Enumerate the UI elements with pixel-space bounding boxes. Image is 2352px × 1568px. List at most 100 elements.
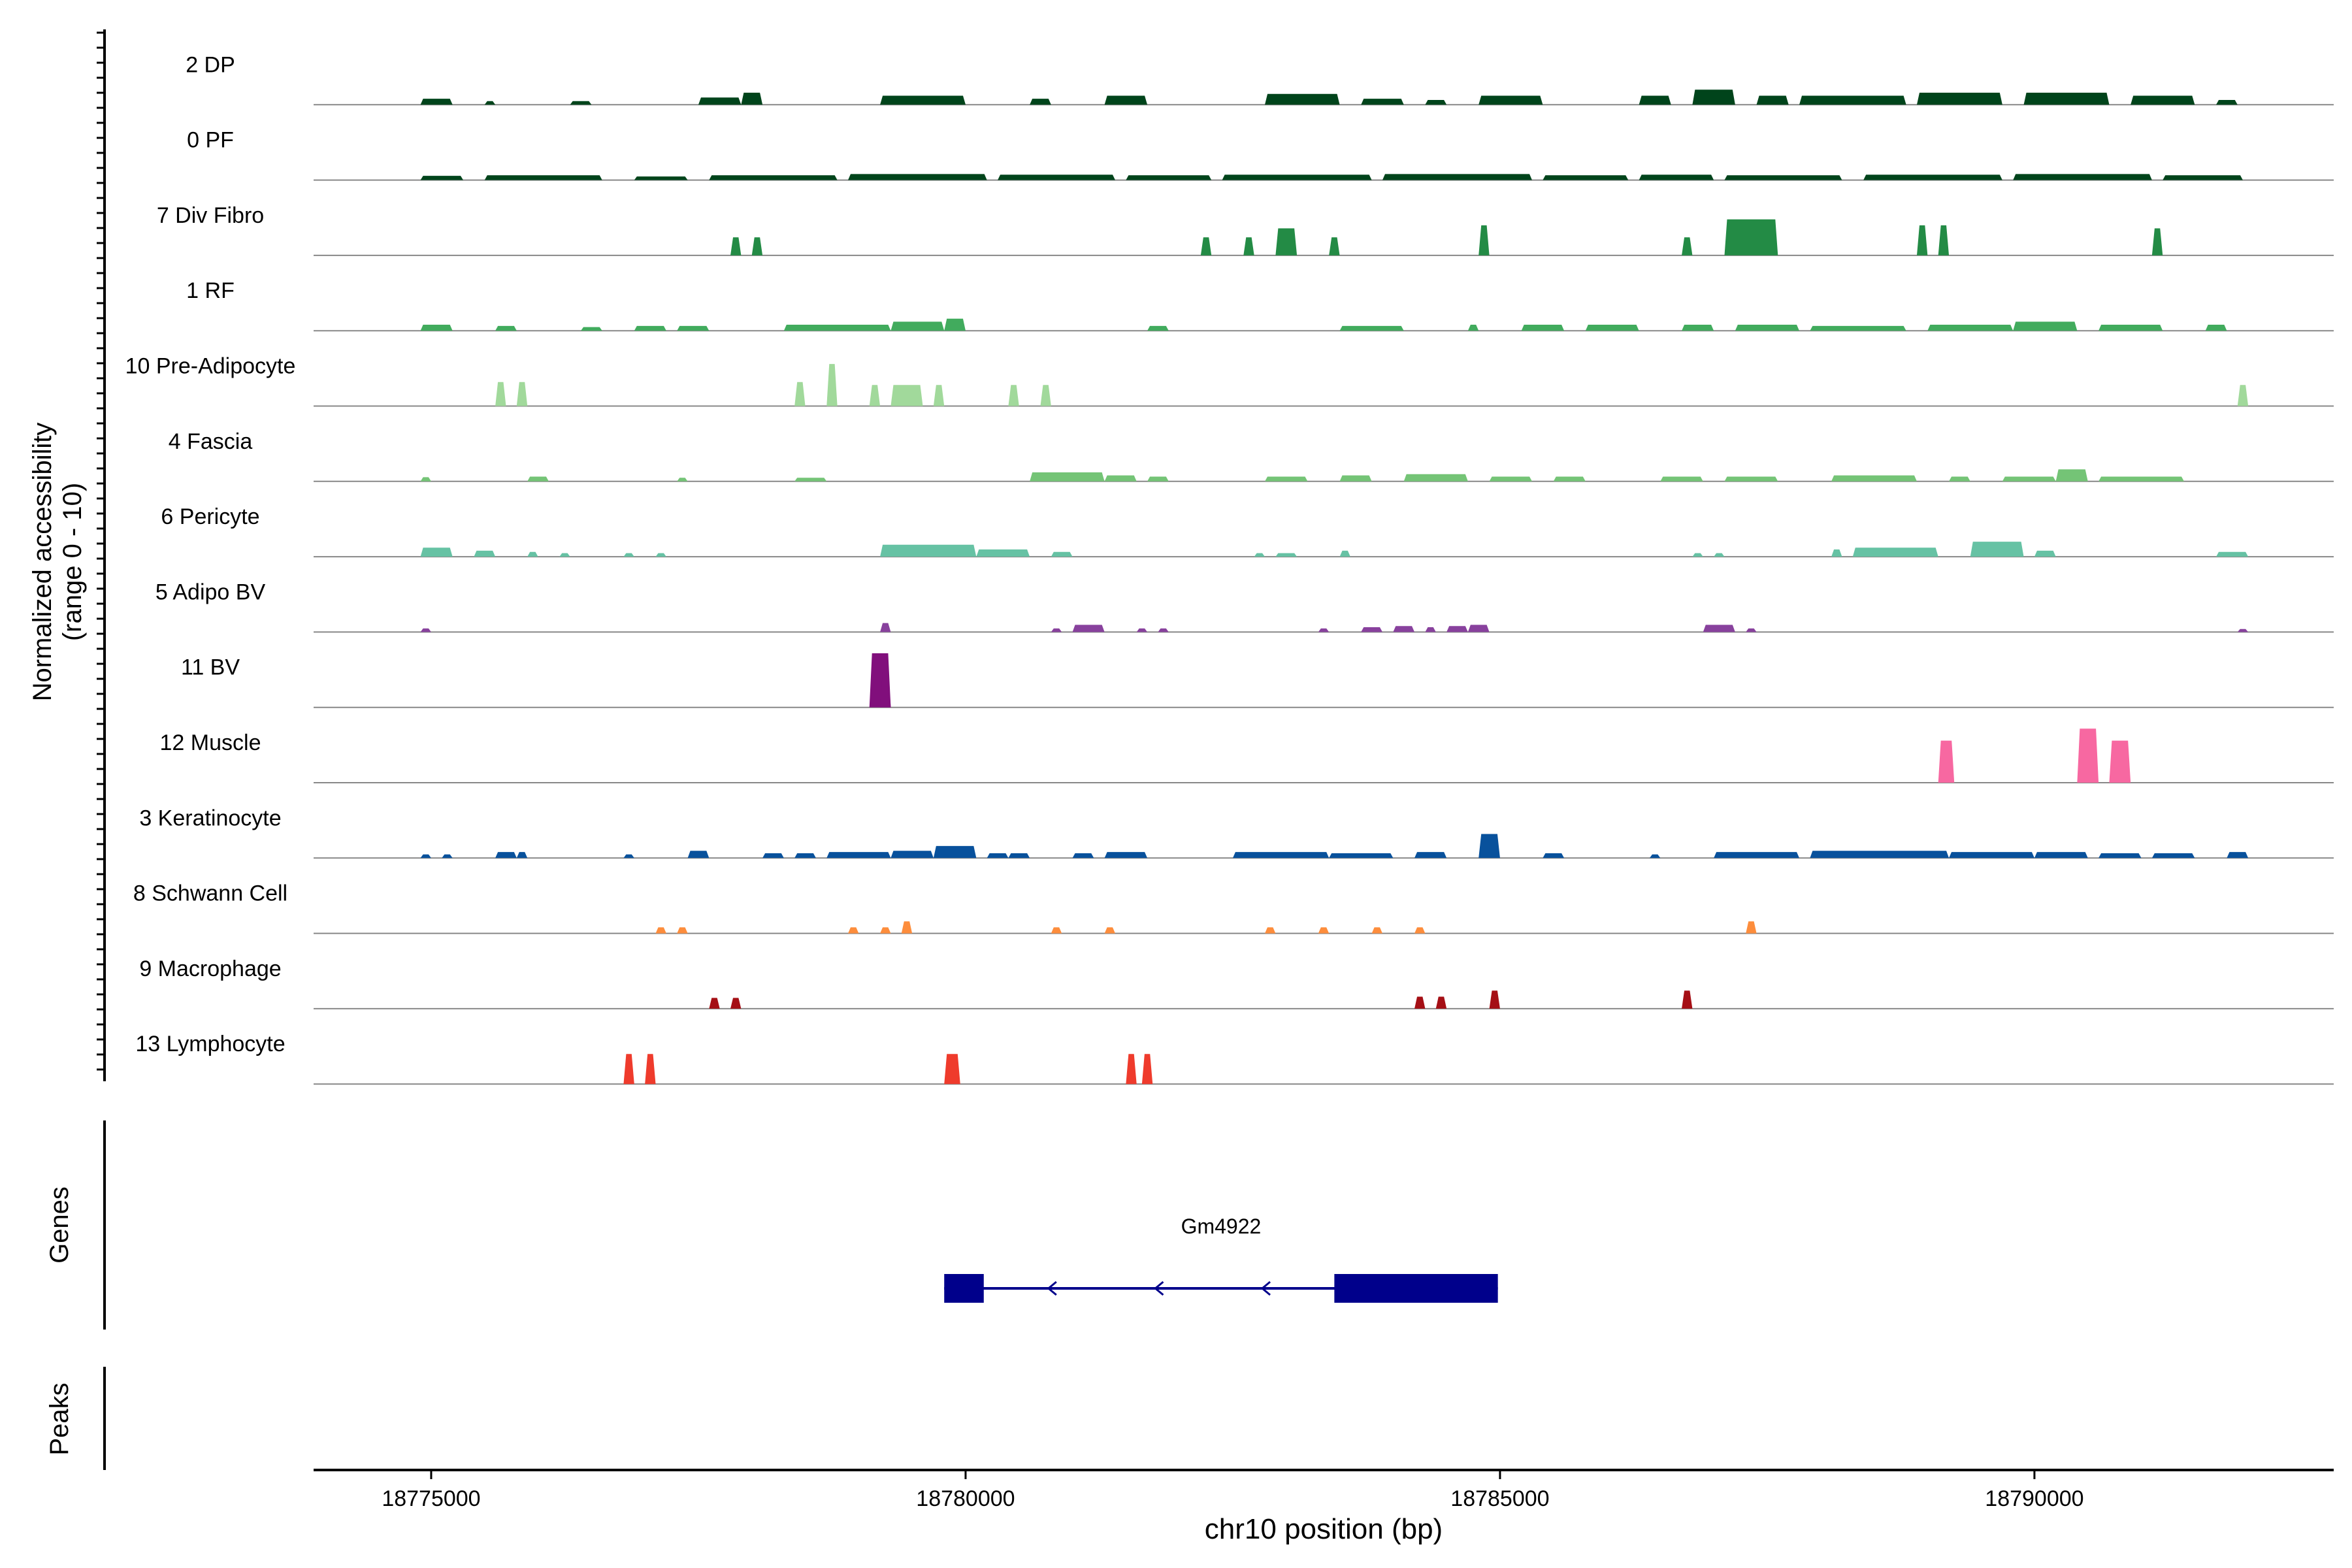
accessibility-peak [527,476,549,482]
accessibility-peak [762,853,784,858]
accessibility-peak [1489,990,1500,1009]
accessibility-peak [1863,174,2002,180]
accessibility-peak [741,92,763,105]
accessibility-peak [1414,927,1426,934]
accessibility-peak [1008,853,1030,858]
accessibility-peak [1104,927,1115,934]
accessibility-peak [527,551,538,557]
y-axis-label: Normalized accessibility [28,423,57,702]
accessibility-peak [1553,476,1586,482]
accessibility-peak [2013,174,2152,180]
accessibility-peak [634,176,688,180]
accessibility-peak [890,321,945,331]
accessibility-peak [1756,95,1789,105]
accessibility-peak [1724,175,1842,180]
accessibility-peak [2077,728,2099,783]
accessibility-peak [1478,95,1543,105]
accessibility-peak [484,175,602,180]
accessibility-peak [1970,542,2024,557]
accessibility-peak [1724,219,1778,255]
accessibility-peak [1692,553,1703,557]
track-label: 4 Fascia [169,429,253,454]
accessibility-peak [880,623,891,632]
accessibility-peak [2216,551,2249,557]
accessibility-peak [1051,927,1062,934]
accessibility-peak [1329,237,1340,255]
accessibility-peak [2131,95,2195,105]
accessibility-peak [1265,476,1308,482]
accessibility-peak [1543,853,1565,858]
accessibility-peak [2002,476,2056,482]
accessibility-peak [677,927,688,934]
accessibility-peak [880,95,966,105]
accessibility-peak [1141,1054,1153,1085]
accessibility-peak [1916,92,2002,105]
gene-model [944,1274,1498,1303]
accessibility-peak [1692,90,1735,105]
track-label: 10 Pre-Adipocyte [125,354,296,379]
accessibility-peak [2099,853,2142,858]
track-label: 8 Schwann Cell [133,881,287,906]
track-label: 0 PF [187,128,234,153]
accessibility-peak [1810,851,1950,858]
accessibility-peak [1425,627,1436,632]
accessibility-peak [1243,237,1254,255]
accessibility-peak [944,1054,960,1085]
track-10-pre-adipocyte: 10 Pre-Adipocyte [125,354,2334,407]
accessibility-peak [1714,553,1725,557]
accessibility-peak [1682,990,1693,1009]
genes-panel: Genes Gm4922 [45,1120,1498,1330]
accessibility-peak [516,852,528,858]
track-label: 11 BV [181,655,240,680]
x-tick-label: 18785000 [1450,1486,1549,1511]
accessibility-peak [645,1054,656,1085]
genes-label: Genes [45,1186,74,1264]
gene-exon [944,1274,984,1303]
strand-arrow [1154,1281,1164,1296]
track-label: 9 Macrophage [139,956,281,981]
accessibility-peak [1382,174,1533,180]
accessibility-peak [2151,853,2195,858]
accessibility-peak [570,101,592,105]
accessibility-peak [495,852,517,858]
accessibility-peak [1949,852,2034,858]
accessibility-peak [1222,174,1372,180]
accessibility-peak [1393,626,1415,632]
accessibility-peak [2216,99,2238,105]
accessibility-peak [1030,99,1051,105]
accessibility-peak [2227,852,2249,858]
y-axis [97,29,106,1081]
accessibility-peak [1949,476,1970,482]
accessibility-peak [1649,854,1661,858]
accessibility-peak [1467,625,1490,632]
track-2-dp: 2 DP [186,52,2334,106]
accessibility-peak [826,852,891,858]
accessibility-peak [847,927,859,934]
x-tick-label: 18775000 [382,1486,480,1511]
accessibility-peak [1660,476,1703,482]
accessibility-peak [1585,325,1639,331]
accessibility-peak [1714,852,1800,858]
track-7-div-fibro: 7 Div Fibro [157,203,2334,256]
track-1-rf: 1 RF [186,278,2334,332]
accessibility-peak [420,99,453,105]
track-label: 6 Pericyte [161,504,259,529]
accessibility-peak [1639,174,1714,180]
accessibility-peak [1810,325,1906,331]
track-4-fascia: 4 Fascia [169,429,2334,482]
accessibility-peak [890,851,934,858]
accessibility-peak [2034,550,2056,557]
accessibility-peak [794,382,806,406]
accessibility-peak [623,854,634,858]
track-label: 3 Keratinocyte [139,806,281,830]
accessibility-peak [2034,852,2088,858]
accessibility-peak [1265,927,1276,934]
accessibility-peak [1446,626,1468,632]
accessibility-peak [1938,225,1950,255]
accessibility-peak [516,382,528,406]
accessibility-peak [1329,853,1394,858]
accessibility-peak [1072,625,1105,632]
track-label: 13 Lymphocyte [135,1032,285,1056]
accessibility-peak [1746,628,1757,632]
